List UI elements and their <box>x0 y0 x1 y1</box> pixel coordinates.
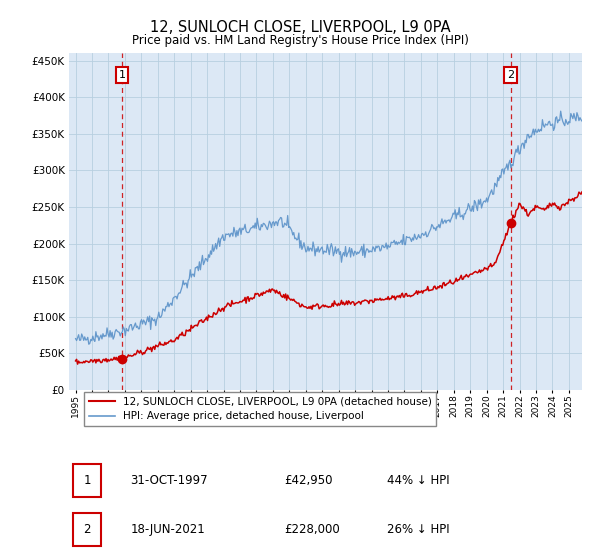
Legend: 12, SUNLOCH CLOSE, LIVERPOOL, L9 0PA (detached house), HPI: Average price, detac: 12, SUNLOCH CLOSE, LIVERPOOL, L9 0PA (de… <box>85 392 436 426</box>
Text: £228,000: £228,000 <box>284 523 340 536</box>
Text: 18-JUN-2021: 18-JUN-2021 <box>131 523 205 536</box>
Text: 2: 2 <box>507 70 514 80</box>
Text: 1: 1 <box>119 70 125 80</box>
Text: 12, SUNLOCH CLOSE, LIVERPOOL, L9 0PA: 12, SUNLOCH CLOSE, LIVERPOOL, L9 0PA <box>149 20 451 35</box>
FancyBboxPatch shape <box>73 514 101 546</box>
Text: 2: 2 <box>83 523 91 536</box>
Text: 44% ↓ HPI: 44% ↓ HPI <box>387 474 449 487</box>
Text: Price paid vs. HM Land Registry's House Price Index (HPI): Price paid vs. HM Land Registry's House … <box>131 34 469 46</box>
Text: 1: 1 <box>83 474 91 487</box>
Text: £42,950: £42,950 <box>284 474 333 487</box>
Text: 26% ↓ HPI: 26% ↓ HPI <box>387 523 449 536</box>
Text: 31-OCT-1997: 31-OCT-1997 <box>131 474 208 487</box>
FancyBboxPatch shape <box>73 464 101 497</box>
